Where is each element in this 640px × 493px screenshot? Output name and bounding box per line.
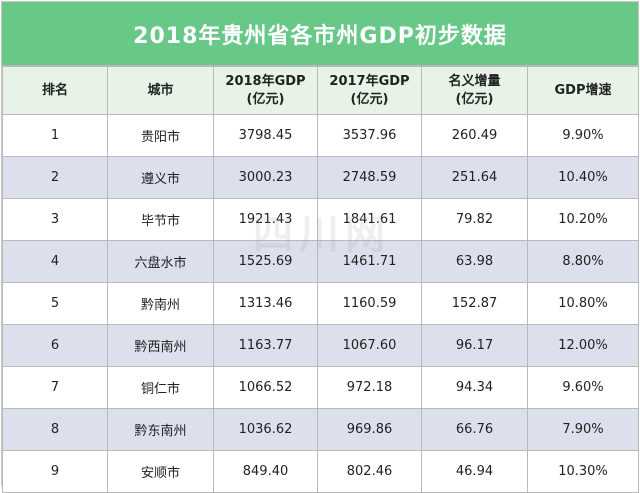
column-header-label: 排名 (41, 82, 68, 98)
table-row: 5 黔南州 1313.46 1160.59 152.87 10.80% (2, 282, 639, 325)
gdp-2018-cell: 1163.77 (213, 324, 318, 367)
column-header-label: 2018年GDP (225, 73, 306, 89)
column-header-unit: (亿元) (246, 91, 285, 107)
rank-cell: 8 (2, 408, 108, 451)
column-header: 排名 (2, 66, 108, 115)
city-cell: 黔东南州 (107, 408, 214, 451)
table-row: 2 遵义市 3000.23 2748.59 251.64 10.40% (2, 156, 639, 199)
growth-cell: 12.00% (527, 324, 639, 367)
gdp-2018-cell: 1066.52 (213, 366, 318, 409)
gdp-2018-cell: 1313.46 (213, 282, 318, 325)
table-row: 6 黔西南州 1163.77 1067.60 96.17 12.00% (2, 324, 639, 367)
city-cell: 黔南州 (107, 282, 214, 325)
growth-cell: 10.20% (527, 198, 639, 241)
gdp-2017-cell: 1067.60 (317, 324, 422, 367)
growth-cell: 8.80% (527, 240, 639, 283)
column-header-unit: (亿元) (455, 91, 494, 107)
increase-cell: 46.94 (421, 450, 528, 493)
column-header: 名义增量 (亿元) (421, 66, 528, 115)
rank-cell: 2 (2, 156, 108, 199)
increase-cell: 260.49 (421, 114, 528, 157)
increase-cell: 66.76 (421, 408, 528, 451)
table-body: 1 贵阳市 3798.45 3537.96 260.49 9.90% 2 遵义市 3000.23… (2, 114, 639, 493)
city-cell: 铜仁市 (107, 366, 214, 409)
gdp-2017-cell: 802.46 (317, 450, 422, 493)
increase-cell: 63.98 (421, 240, 528, 283)
growth-cell: 9.60% (527, 366, 639, 409)
city-cell: 安顺市 (107, 450, 214, 493)
rank-cell: 6 (2, 324, 108, 367)
growth-cell: 9.90% (527, 114, 639, 157)
gdp-2017-cell: 1841.61 (317, 198, 422, 241)
table-title: 2018年贵州省各市州GDP初步数据 (2, 2, 638, 66)
rank-cell: 3 (2, 198, 108, 241)
table-row: 1 贵阳市 3798.45 3537.96 260.49 9.90% (2, 114, 639, 157)
rank-cell: 1 (2, 114, 108, 157)
rank-cell: 5 (2, 282, 108, 325)
gdp-2017-cell: 2748.59 (317, 156, 422, 199)
gdp-2018-cell: 1525.69 (213, 240, 318, 283)
gdp-2017-cell: 1160.59 (317, 282, 422, 325)
increase-cell: 251.64 (421, 156, 528, 199)
table-header: 排名 城市 2018年GDP (亿元) 2017年GDP (亿元) 名义增量 (亿元) GDP增… (2, 66, 639, 115)
rank-cell: 4 (2, 240, 108, 283)
gdp-2017-cell: 1461.71 (317, 240, 422, 283)
rank-cell: 7 (2, 366, 108, 409)
table-row: 7 铜仁市 1066.52 972.18 94.34 9.60% (2, 366, 639, 409)
increase-cell: 79.82 (421, 198, 528, 241)
column-header-unit: (亿元) (350, 91, 389, 107)
column-header-label: 城市 (147, 82, 174, 98)
column-header-label: GDP增速 (554, 82, 612, 98)
column-header-label: 名义增量 (448, 73, 501, 89)
column-header: 2018年GDP (亿元) (213, 66, 318, 115)
gdp-2018-cell: 849.40 (213, 450, 318, 493)
table-row: 3 毕节市 1921.43 1841.61 79.82 10.20% (2, 198, 639, 241)
rank-cell: 9 (2, 450, 108, 493)
gdp-table: 排名 城市 2018年GDP (亿元) 2017年GDP (亿元) 名义增量 (亿元) GDP增… (2, 66, 639, 493)
city-cell: 贵阳市 (107, 114, 214, 157)
increase-cell: 94.34 (421, 366, 528, 409)
column-header: 2017年GDP (亿元) (317, 66, 422, 115)
growth-cell: 7.90% (527, 408, 639, 451)
city-cell: 遵义市 (107, 156, 214, 199)
city-cell: 毕节市 (107, 198, 214, 241)
growth-cell: 10.80% (527, 282, 639, 325)
column-header: GDP增速 (527, 66, 639, 115)
gdp-2018-cell: 1921.43 (213, 198, 318, 241)
column-header: 城市 (107, 66, 214, 115)
increase-cell: 96.17 (421, 324, 528, 367)
gdp-2018-cell: 1036.62 (213, 408, 318, 451)
city-cell: 黔西南州 (107, 324, 214, 367)
city-cell: 六盘水市 (107, 240, 214, 283)
gdp-2018-cell: 3798.45 (213, 114, 318, 157)
table-row: 4 六盘水市 1525.69 1461.71 63.98 8.80% (2, 240, 639, 283)
gdp-2017-cell: 3537.96 (317, 114, 422, 157)
increase-cell: 152.87 (421, 282, 528, 325)
growth-cell: 10.30% (527, 450, 639, 493)
gdp-2017-cell: 972.18 (317, 366, 422, 409)
column-header-label: 2017年GDP (329, 73, 410, 89)
table-row: 8 黔东南州 1036.62 969.86 66.76 7.90% (2, 408, 639, 451)
gdp-2018-cell: 3000.23 (213, 156, 318, 199)
gdp-2017-cell: 969.86 (317, 408, 422, 451)
growth-cell: 10.40% (527, 156, 639, 199)
table-row: 9 安顺市 849.40 802.46 46.94 10.30% (2, 450, 639, 493)
